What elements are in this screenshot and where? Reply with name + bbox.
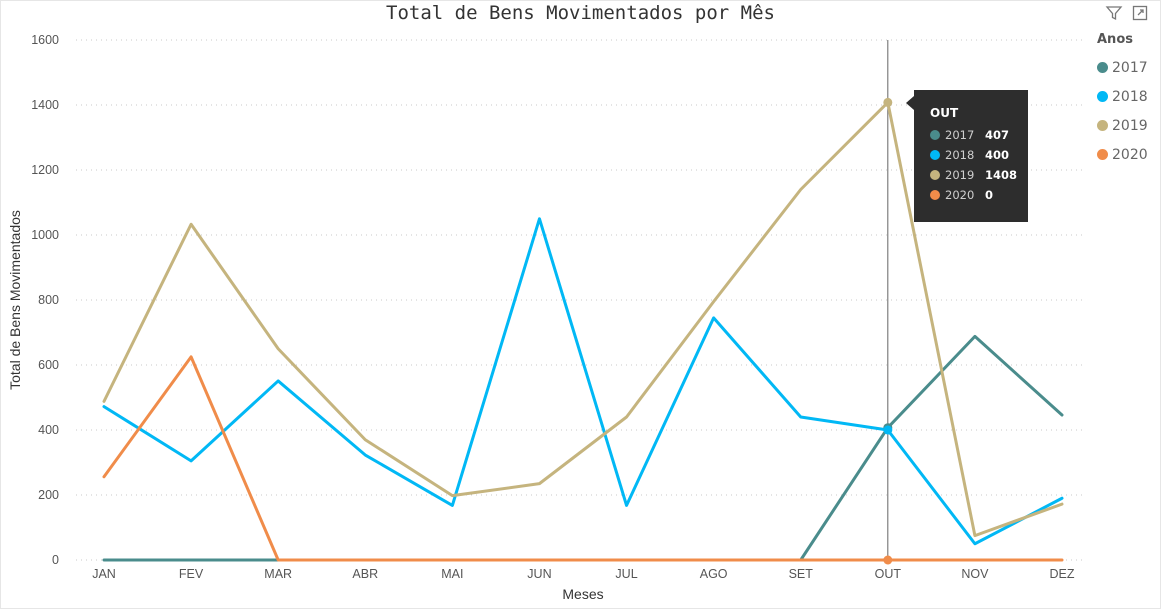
- legend-label: 2020: [1112, 146, 1148, 163]
- x-tick-label: ABR: [352, 567, 378, 581]
- legend-label: 2019: [1112, 117, 1148, 134]
- legend: Anos 2017 2018 2019 2020: [1097, 32, 1148, 169]
- x-axis-ticks: JAN FEV MAR ABR MAI JUN JUL AGO SET OUT NOV DEZ: [92, 567, 1075, 581]
- highlight-point-2018: [883, 425, 893, 435]
- x-tick-label: MAI: [441, 567, 463, 581]
- visual-header-actions: [1105, 4, 1149, 22]
- filter-icon[interactable]: [1105, 4, 1123, 22]
- y-tick-label: 1600: [31, 33, 59, 47]
- tooltip-value: 0: [985, 188, 994, 202]
- tooltip-title: OUT: [930, 106, 959, 120]
- x-tick-label: JUL: [615, 567, 637, 581]
- legend-label: 2018: [1112, 88, 1148, 105]
- tooltip-marker: [930, 130, 940, 140]
- x-axis-label: Meses: [562, 586, 603, 602]
- highlight-point-2020: [883, 555, 893, 565]
- tooltip-value: 1408: [985, 168, 1018, 182]
- highlight-point-2019: [883, 97, 893, 107]
- y-tick-label: 1200: [31, 163, 59, 177]
- tooltip-row: 2020 0: [930, 185, 993, 205]
- x-tick-label: SET: [789, 567, 814, 581]
- legend-label: 2017: [1112, 59, 1148, 76]
- legend-item-2018[interactable]: 2018: [1097, 82, 1148, 111]
- legend-marker: [1097, 149, 1108, 160]
- tooltip-marker: [930, 150, 940, 160]
- series-line-2020[interactable]: [102, 355, 1064, 562]
- x-tick-label: FEV: [179, 567, 204, 581]
- tooltip-year: 2020: [945, 188, 975, 202]
- tooltip-value: 407: [985, 128, 1010, 142]
- tooltip-year: 2017: [945, 128, 975, 142]
- legend-marker: [1097, 62, 1108, 73]
- y-tick-label: 0: [52, 553, 59, 567]
- x-tick-label: AGO: [700, 567, 728, 581]
- highlight-markers: [883, 97, 893, 565]
- tooltip-year: 2019: [945, 168, 975, 182]
- legend-item-2019[interactable]: 2019: [1097, 111, 1148, 140]
- tooltip-marker: [930, 190, 940, 200]
- x-tick-label: NOV: [961, 567, 989, 581]
- chart-title: Total de Bens Movimentados por Mês: [386, 2, 775, 24]
- y-axis-ticks: 0 200 400 600 800 1000 1200 1400 1600: [31, 33, 59, 567]
- tooltip: OUT 2017 407 2018 400 2019 1408 2020 0: [906, 90, 1028, 222]
- tooltip-value: 400: [985, 148, 1010, 162]
- tooltip-marker: [930, 170, 940, 180]
- y-axis-label: Total de Bens Movimentados: [7, 210, 23, 390]
- y-tick-label: 800: [38, 293, 59, 307]
- tooltip-row: 2018 400: [930, 145, 1009, 165]
- series-line-2019[interactable]: [102, 100, 1064, 538]
- tooltip-row: 2019 1408: [930, 165, 1017, 185]
- tooltip-row: 2017 407: [930, 125, 1009, 145]
- x-tick-label: JUN: [527, 567, 551, 581]
- y-tick-label: 600: [38, 358, 59, 372]
- legend-marker: [1097, 91, 1108, 102]
- series-lines[interactable]: [102, 100, 1064, 562]
- legend-item-2017[interactable]: 2017: [1097, 53, 1148, 82]
- legend-title: Anos: [1097, 32, 1133, 47]
- focus-mode-icon[interactable]: [1131, 4, 1149, 22]
- x-tick-label: JAN: [92, 567, 116, 581]
- x-tick-label: MAR: [264, 567, 292, 581]
- series-line-2017[interactable]: [102, 334, 1064, 562]
- y-tick-label: 400: [38, 423, 59, 437]
- x-tick-label: OUT: [875, 567, 902, 581]
- legend-marker: [1097, 120, 1108, 131]
- y-tick-label: 1400: [31, 98, 59, 112]
- series-line-2018[interactable]: [102, 217, 1064, 546]
- tooltip-year: 2018: [945, 148, 975, 162]
- legend-item-2020[interactable]: 2020: [1097, 140, 1148, 169]
- x-tick-label: DEZ: [1050, 567, 1075, 581]
- y-tick-label: 200: [38, 488, 59, 502]
- y-tick-label: 1000: [31, 228, 59, 242]
